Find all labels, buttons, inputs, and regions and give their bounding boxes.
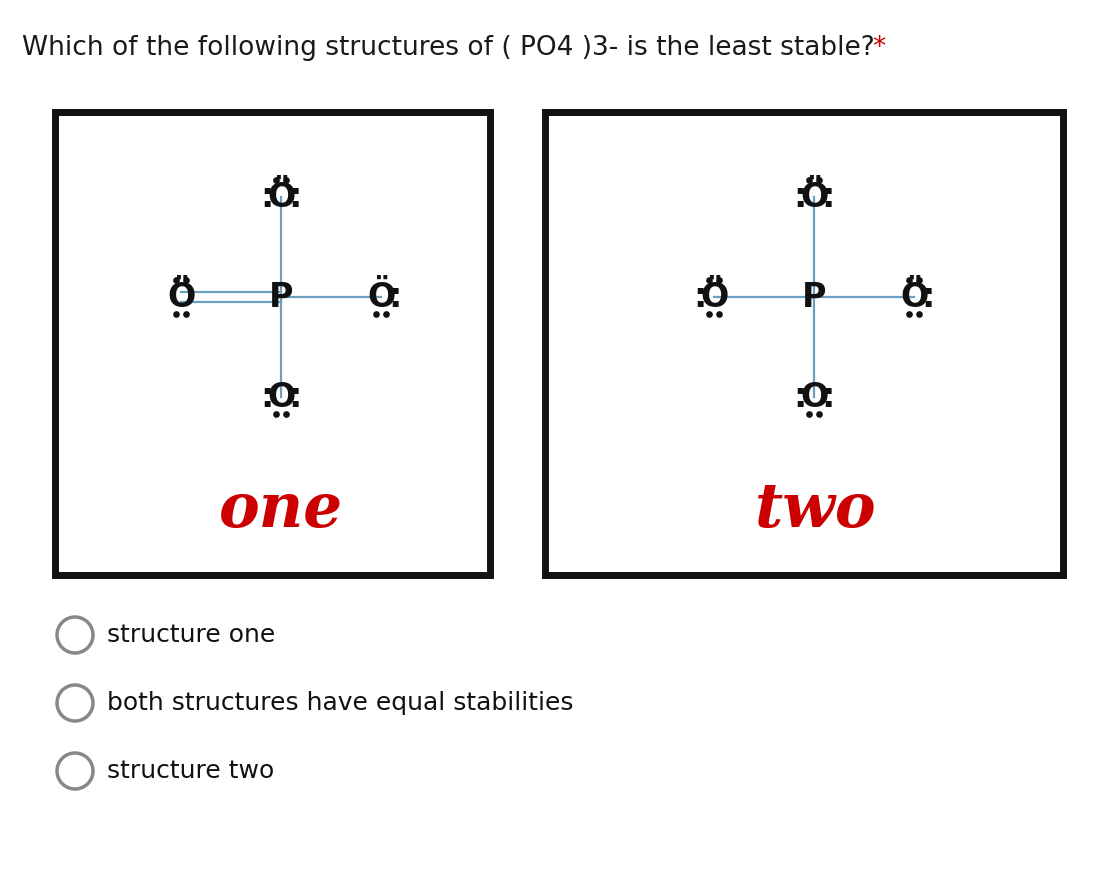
Text: O: O	[800, 381, 829, 414]
Text: Ö: Ö	[900, 281, 928, 314]
Text: two: two	[754, 480, 876, 540]
Text: :: :	[822, 381, 835, 414]
Text: :: :	[261, 381, 274, 414]
Text: :: :	[822, 181, 835, 214]
Text: Ö: Ö	[800, 181, 829, 214]
Text: structure one: structure one	[107, 623, 275, 647]
Text: :: :	[794, 181, 807, 214]
Text: O: O	[267, 381, 295, 414]
Text: :: :	[288, 181, 301, 214]
Text: P: P	[269, 281, 294, 314]
Text: Ö: Ö	[367, 281, 396, 314]
Text: P: P	[802, 281, 826, 314]
Text: :: :	[388, 281, 402, 314]
Text: structure two: structure two	[107, 759, 274, 783]
Text: :: :	[694, 281, 707, 314]
Bar	[55, 112, 490, 575]
Text: :: :	[794, 381, 807, 414]
Text: *: *	[872, 35, 886, 61]
Text: :: :	[261, 181, 274, 214]
Bar	[545, 112, 1063, 575]
Text: Ö: Ö	[700, 281, 729, 314]
Text: Which of the following structures of ( PO4 )3- is the least stable?: Which of the following structures of ( P…	[22, 35, 883, 61]
Text: one: one	[219, 480, 343, 540]
Text: Ö: Ö	[267, 181, 295, 214]
Text: Ö: Ö	[167, 281, 195, 314]
Text: :: :	[288, 381, 301, 414]
Text: :: :	[922, 281, 935, 314]
Text: both structures have equal stabilities: both structures have equal stabilities	[107, 691, 573, 715]
